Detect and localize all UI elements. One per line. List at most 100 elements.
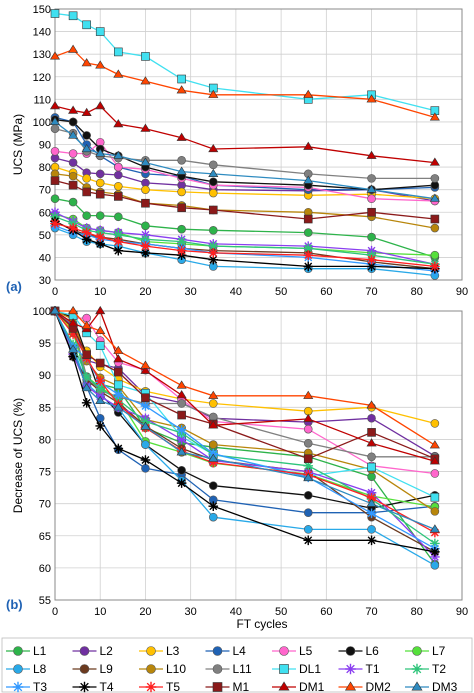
data-point (366, 498, 377, 507)
data-point (303, 508, 313, 517)
legend: L1 L2 L3 L4 L5 L6 L7 L8 L9 L10 L11 DL1 T1 T2 T3 T4 T5 M1 D… (1, 637, 473, 693)
legend-marker (79, 681, 90, 693)
data-point (140, 241, 151, 251)
data-point (141, 440, 150, 449)
y-tick-label: 70 (39, 499, 51, 511)
x-tick-label: 10 (94, 286, 106, 298)
legend-item-l2: L2 (72, 644, 114, 658)
data-point (303, 413, 314, 422)
data-point (367, 413, 376, 423)
data-point (95, 169, 105, 179)
y-tick-label: 80 (39, 434, 51, 446)
y-tick-label: 50 (39, 230, 51, 242)
plot-frame (54, 8, 463, 281)
legend-label: M1 (233, 680, 250, 693)
legend-item-l5: L5 (272, 644, 313, 658)
data-point (429, 112, 440, 121)
data-point (50, 146, 60, 156)
data-point (177, 224, 186, 234)
data-point (366, 400, 377, 409)
data-point (430, 223, 440, 233)
data-point (208, 177, 218, 187)
data-point (140, 421, 151, 430)
legend-item-m1: M1 (205, 680, 250, 693)
data-point (430, 214, 440, 224)
x-tick-label: 0 (52, 606, 58, 618)
legend-item-l8: L8 (6, 662, 47, 676)
data-point (113, 443, 124, 454)
data-point (49, 305, 61, 315)
data-point (95, 148, 106, 157)
data-point (303, 243, 314, 254)
data-point (140, 401, 151, 411)
data-point (140, 76, 151, 85)
data-point (113, 69, 124, 78)
data-point (95, 358, 105, 368)
data-point (114, 181, 123, 191)
legend-item-t4: T4 (72, 680, 114, 693)
legend-label: L1 (33, 644, 47, 658)
data-point (68, 223, 78, 233)
data-point (366, 184, 377, 193)
data-point (430, 507, 440, 516)
data-point (113, 119, 124, 128)
legend-label: DM2 (366, 680, 392, 693)
y-tick-label: 90 (39, 140, 51, 152)
data-point (113, 389, 124, 400)
legend-label: L3 (166, 644, 180, 658)
legend-item-t5: T5 (139, 680, 180, 693)
data-point (430, 547, 440, 557)
data-point (141, 464, 150, 473)
data-point (114, 192, 123, 201)
data-point (68, 351, 78, 362)
data-point (430, 261, 440, 272)
data-point (208, 501, 219, 512)
data-point (429, 440, 440, 449)
data-point (208, 188, 218, 198)
y-tick-label: 100 (33, 306, 51, 318)
data-point (303, 175, 314, 184)
data-point (95, 27, 105, 36)
data-point (68, 344, 79, 353)
data-point (68, 130, 79, 139)
data-point (49, 101, 61, 110)
data-point (430, 552, 440, 562)
y-tick-label: 40 (39, 252, 51, 264)
panel-label-a: (a) (6, 279, 22, 294)
data-point (95, 232, 106, 242)
data-point (303, 214, 313, 224)
data-point (303, 141, 314, 150)
data-point (141, 198, 150, 208)
x-tick-label: 10 (94, 606, 106, 618)
data-point (367, 174, 376, 183)
legend-marker (12, 681, 24, 693)
data-point (176, 447, 187, 456)
data-point (114, 367, 123, 377)
data-point (68, 105, 79, 114)
data-point (208, 481, 218, 490)
x-tick-label: 90 (456, 606, 468, 618)
legend-marker (345, 646, 356, 656)
y-tick-label: 150 (33, 4, 51, 16)
data-point (367, 232, 376, 242)
y-tick-label: 100 (33, 117, 51, 129)
y-tick-label: 90 (39, 370, 51, 382)
data-point (367, 525, 376, 534)
data-point (114, 380, 123, 390)
y-axis-label: Decrease of UCS (%) (11, 398, 25, 513)
data-point (366, 94, 377, 103)
data-point (68, 117, 78, 127)
data-point (95, 376, 106, 386)
data-point (113, 150, 124, 159)
chart-panel-b: 55 60 65 70 75 80 85 90 95 100 0 10 20 30 40 50 60 70 80 90… (11, 305, 468, 618)
data-point (176, 132, 187, 141)
y-tick-label: 140 (33, 27, 51, 39)
x-tick-label: 20 (139, 606, 151, 618)
data-point (208, 143, 219, 153)
data-point (366, 150, 377, 159)
data-point (50, 194, 60, 203)
data-point (303, 454, 313, 464)
legend-label: L2 (100, 644, 114, 658)
data-point (303, 491, 313, 500)
data-point (430, 561, 440, 570)
